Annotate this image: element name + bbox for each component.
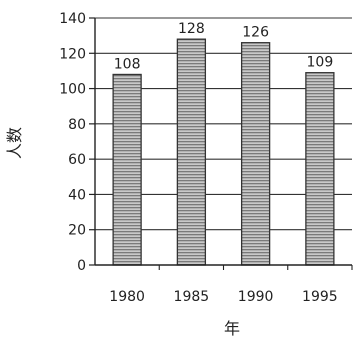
- bars: [112, 38, 335, 266]
- y-tick-label-140: 140: [59, 11, 86, 27]
- y-tick-label-100: 100: [59, 82, 86, 98]
- y-axis-title: 人数: [5, 127, 24, 159]
- y-tick-label-0: 0: [77, 258, 86, 274]
- labels: 0 20 40 60 80 100 120 140 1980 108 1985 128 1990 126 1…: [59, 11, 337, 305]
- y-tick-label-80: 80: [68, 117, 86, 133]
- bar-1995: [305, 72, 335, 266]
- y-tick-label-60: 60: [68, 152, 86, 168]
- y-tick-label-40: 40: [68, 187, 86, 203]
- x-axis-title: 年: [224, 319, 240, 338]
- bar-1980: [112, 73, 142, 266]
- data-label-1985: 128: [178, 21, 205, 37]
- data-label-1990: 126: [242, 25, 269, 41]
- bar-1990: [240, 42, 271, 266]
- data-label-1980: 108: [114, 56, 141, 72]
- x-tick-label-1985: 1985: [174, 289, 210, 305]
- data-label-1995: 109: [307, 55, 334, 71]
- axes: [89, 17, 353, 270]
- x-tick-label-1995: 1995: [302, 289, 338, 305]
- x-tick-label-1990: 1990: [238, 289, 274, 305]
- bar-1985: [176, 38, 207, 266]
- x-tick-label-1980: 1980: [109, 289, 145, 305]
- y-tick-label-120: 120: [59, 46, 86, 62]
- y-tick-label-20: 20: [68, 223, 86, 239]
